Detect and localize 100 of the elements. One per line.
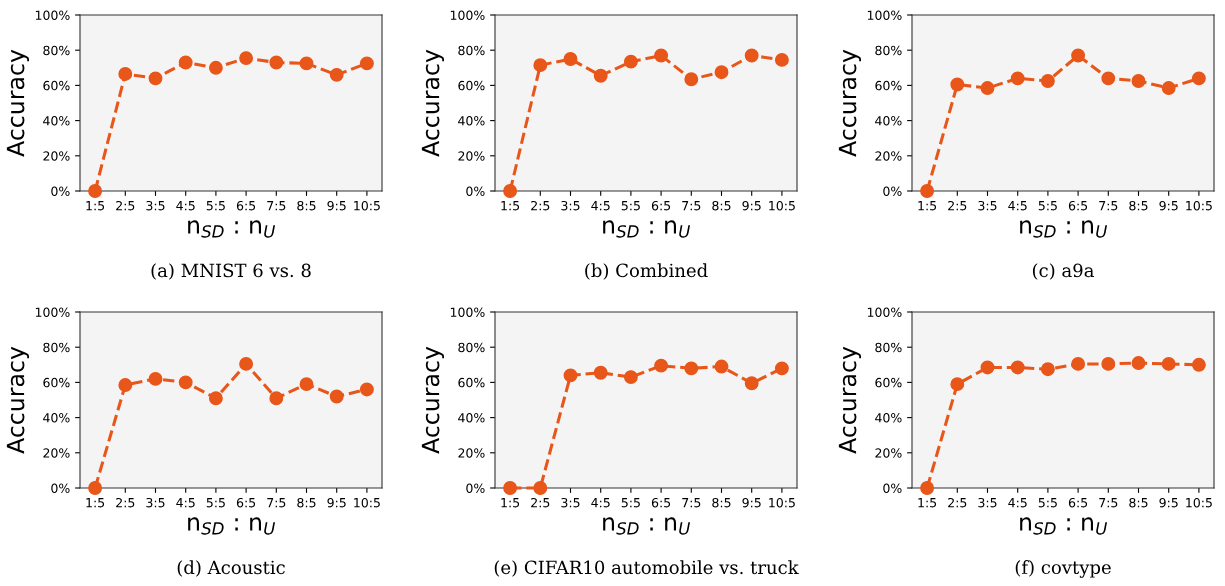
- point: [208, 60, 223, 75]
- point: [684, 72, 699, 87]
- y-tick-label: 0%: [51, 186, 70, 196]
- x-tick-label: 10:5: [769, 200, 795, 211]
- y-tick-label: 60%: [43, 80, 70, 91]
- x-tick-label: 9:5: [1159, 497, 1178, 508]
- x-tick-label: 1:5: [86, 201, 105, 211]
- point: [950, 377, 965, 392]
- y-tick-label: 20%: [875, 151, 902, 161]
- x-tick-label: 6:5: [1068, 200, 1088, 211]
- point: [950, 77, 965, 92]
- text: (d) Acoustic: [177, 560, 285, 577]
- x-tick-label: 7:5: [267, 498, 286, 508]
- x-tick-label: 4:5: [176, 498, 195, 508]
- point: [1040, 362, 1055, 377]
- x-tick-label: 8:5: [1129, 497, 1148, 508]
- y-tick-label: 0%: [466, 186, 485, 196]
- point: [1131, 356, 1146, 370]
- x-tick-label: 8:5: [1129, 200, 1148, 211]
- point: [148, 371, 163, 386]
- point: [299, 56, 314, 71]
- y-tick-label: 60%: [875, 377, 902, 388]
- y-tick-label: 60%: [43, 377, 70, 388]
- point: [359, 56, 374, 71]
- y-tick-label: 20%: [43, 151, 70, 161]
- x-tick-label: 1:5: [501, 498, 520, 508]
- y-tick-label: 80%: [43, 45, 70, 56]
- point: [178, 55, 193, 70]
- y-tick-label: 40%: [458, 413, 485, 423]
- x-tick-label: 2:5: [116, 200, 135, 211]
- x-tick-label: 8:5: [297, 200, 316, 211]
- x-tick-label: 3:5: [146, 200, 165, 211]
- point: [1071, 356, 1086, 371]
- point: [684, 361, 699, 376]
- x-tick-label: 1:5: [918, 201, 937, 211]
- point: [503, 481, 518, 495]
- point: [1131, 74, 1146, 88]
- x-tick-label: 5:5: [206, 498, 225, 508]
- y-axis-title: Accuracy: [421, 346, 444, 454]
- x-tick-label: 4:5: [591, 498, 610, 508]
- point: [118, 378, 133, 392]
- point: [178, 375, 193, 390]
- point: [1161, 356, 1176, 371]
- y-tick-label: 100%: [450, 307, 485, 317]
- text: (c) a9a: [1032, 263, 1094, 280]
- x-tick-label: 9:5: [742, 200, 761, 211]
- point: [774, 52, 789, 67]
- y-tick-label: 80%: [875, 45, 902, 56]
- y-axis-title: Accuracy: [838, 346, 861, 454]
- point: [654, 48, 669, 63]
- y-tick-label: 100%: [867, 307, 902, 317]
- point: [563, 368, 578, 383]
- point: [1101, 71, 1116, 86]
- x-axis-title: n$_{SD}$ : n$_{U}$: [188, 220, 276, 238]
- x-tick-label: 10:5: [769, 497, 795, 508]
- x-tick-label: 1:5: [86, 498, 105, 508]
- y-tick-label: 80%: [458, 342, 485, 353]
- y-tick-label: 80%: [875, 342, 902, 353]
- x-axis-title: n$_{SD}$ : n$_{U}$: [1020, 220, 1108, 238]
- point: [208, 391, 223, 406]
- y-tick-label: 0%: [883, 483, 902, 493]
- y-tick-label: 100%: [35, 307, 70, 317]
- x-tick-label: 9:5: [327, 497, 346, 508]
- point: [533, 481, 548, 495]
- point: [980, 360, 995, 375]
- point: [118, 67, 133, 81]
- x-tick-label: 3:5: [146, 497, 165, 508]
- x-tick-label: 10:5: [1186, 200, 1212, 211]
- x-tick-label: 4:5: [1008, 201, 1027, 211]
- y-tick-label: 20%: [458, 151, 485, 161]
- x-tick-label: 2:5: [116, 497, 135, 508]
- x-tick-label: 8:5: [712, 200, 731, 211]
- text: (a) MNIST 6 vs. 8: [151, 263, 311, 280]
- point: [1040, 74, 1055, 88]
- y-tick-label: 60%: [875, 80, 902, 91]
- point: [623, 370, 638, 385]
- x-tick-label: 3:5: [561, 497, 580, 508]
- x-tick-label: 6:5: [1068, 497, 1088, 508]
- x-tick-label: 2:5: [531, 497, 550, 508]
- point: [593, 68, 608, 83]
- point: [239, 356, 254, 371]
- x-tick-label: 6:5: [651, 497, 671, 508]
- x-tick-label: 10:5: [1186, 497, 1212, 508]
- point: [533, 58, 548, 73]
- point: [1161, 81, 1176, 95]
- y-tick-label: 40%: [43, 116, 70, 126]
- y-tick-label: 40%: [43, 413, 70, 423]
- x-axis-title: n$_{SD}$ : n$_{U}$: [1020, 517, 1108, 535]
- x-tick-label: 8:5: [712, 497, 731, 508]
- x-tick-label: 3:5: [978, 497, 997, 508]
- text: (e) CIFAR10 automobile vs. truck: [494, 560, 799, 577]
- x-tick-label: 6:5: [236, 200, 256, 211]
- y-axis-title: Accuracy: [6, 346, 29, 454]
- point: [299, 377, 314, 392]
- point: [1071, 48, 1086, 63]
- point: [714, 65, 729, 80]
- point: [1191, 357, 1206, 372]
- x-tick-label: 4:5: [1008, 498, 1027, 508]
- x-tick-label: 5:5: [1038, 498, 1057, 508]
- y-axis-title: Accuracy: [6, 49, 29, 157]
